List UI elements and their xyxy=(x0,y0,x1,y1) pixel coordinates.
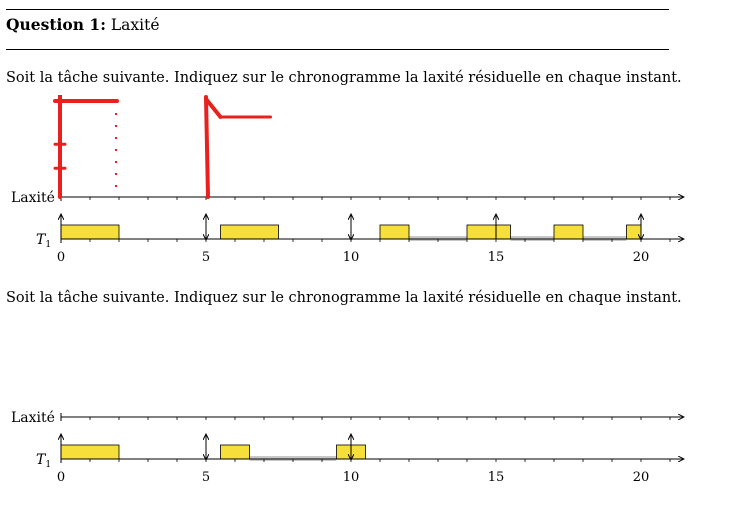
execution-bar-2 xyxy=(379,224,410,240)
x-tick-label-4: 20 xyxy=(633,470,650,485)
execution-bar-1 xyxy=(220,444,250,460)
x-tick-label-1: 5 xyxy=(202,250,210,265)
x-tick-label-3: 15 xyxy=(488,250,505,265)
x-tick-label-3: 15 xyxy=(488,470,505,485)
laxity-stroke-3 xyxy=(204,97,223,119)
x-tick-label-2: 10 xyxy=(343,250,360,265)
chronogram-1: Laxité T1 0 5 10 15 20 xyxy=(11,95,747,265)
x-tick-label-0: 0 xyxy=(57,470,65,485)
execution-bar-5 xyxy=(626,224,642,240)
laxity-stroke-2 xyxy=(204,95,210,199)
execution-bar-0 xyxy=(60,444,120,460)
laxity-row-label: Laxité xyxy=(11,190,55,206)
laxity-row-label: Laxité xyxy=(11,410,55,426)
execution-bar-1 xyxy=(220,224,279,240)
question-label: Question 1: xyxy=(6,15,106,34)
execution-bar-3 xyxy=(466,224,511,240)
execution-bar-0 xyxy=(60,224,120,240)
chronogram-2: Laxité T1 0 5 10 15 20 xyxy=(11,410,747,485)
task-row-label: T1 xyxy=(36,232,51,250)
question-title: Question 1: Laxité xyxy=(6,15,160,34)
top-rule xyxy=(6,9,669,10)
title-rule xyxy=(6,49,669,50)
x-tick-label-1: 5 xyxy=(202,470,210,485)
question-subject: Laxité xyxy=(110,16,160,34)
execution-bar-4 xyxy=(553,224,584,240)
task-row-label: T1 xyxy=(36,452,51,470)
instruction-1: Soit la tâche suivante. Indiquez sur le … xyxy=(6,70,682,86)
x-tick-label-4: 20 xyxy=(633,250,650,265)
instruction-2: Soit la tâche suivante. Indiquez sur le … xyxy=(6,290,682,306)
x-tick-label-2: 10 xyxy=(343,470,360,485)
x-tick-label-0: 0 xyxy=(57,250,65,265)
